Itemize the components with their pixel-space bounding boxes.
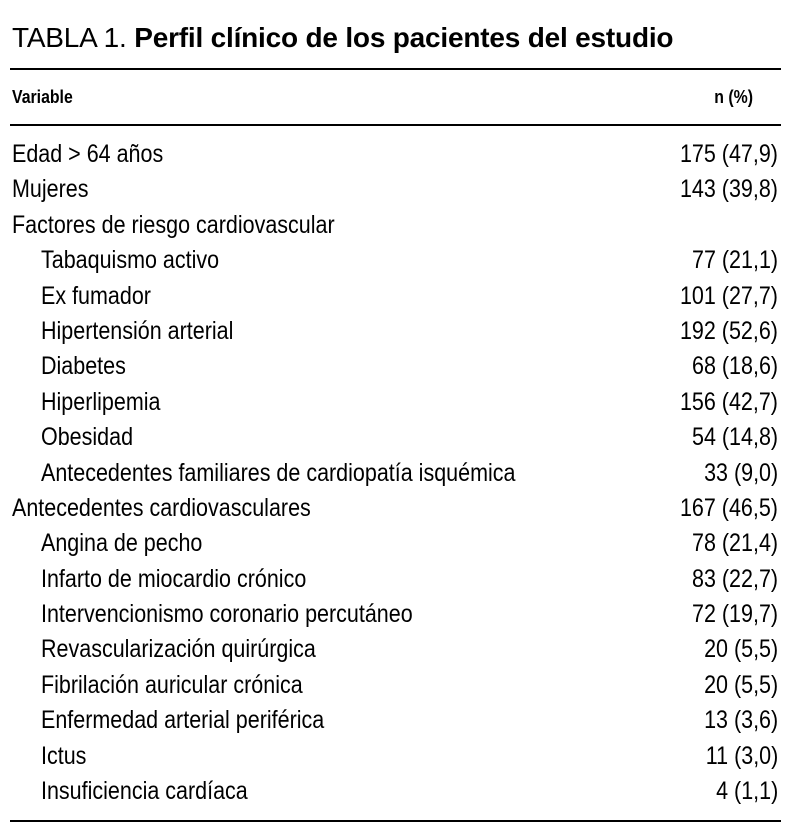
row-value: 143 (39,8) — [679, 175, 778, 204]
row-variable: Revascularización quirúrgica — [41, 635, 316, 664]
table-row: Hipertensión arterial 192 (52,6) — [12, 314, 778, 349]
table-row: Edad > 64 años 175 (47,9) — [12, 137, 778, 172]
row-variable: Edad > 64 años — [12, 140, 164, 168]
row-variable: Hipertensión arterial — [41, 316, 234, 345]
row-variable: Ictus — [41, 741, 87, 770]
table-row: Hiperlipemia 156 (42,7) — [12, 385, 778, 420]
row-value: 72 (19,7) — [691, 600, 778, 629]
row-variable: Factores de riesgo cardiovascular — [12, 210, 335, 239]
row-value: 33 (9,0) — [703, 458, 778, 487]
row-value: 77 (21,1) — [691, 246, 778, 275]
row-value: 78 (21,4) — [691, 529, 778, 558]
table-row: Revascularización quirúrgica 20 (5,5) — [12, 632, 778, 667]
header-rule — [10, 124, 781, 126]
row-value: 192 (52,6) — [679, 316, 778, 345]
row-value: 101 (27,7) — [679, 281, 778, 310]
row-variable: Obesidad — [41, 423, 134, 452]
row-value: 167 (46,5) — [679, 493, 778, 522]
row-variable: Diabetes — [41, 352, 126, 381]
row-variable: Angina de pecho — [41, 529, 203, 558]
table-row: Mujeres 143 (39,8) — [12, 172, 778, 207]
row-variable: Ex fumador — [41, 281, 151, 310]
row-variable: Fibrilación auricular crónica — [41, 670, 303, 699]
row-value: 156 (42,7) — [679, 387, 778, 416]
row-value: 54 (14,8) — [691, 423, 778, 452]
row-variable: Enfermedad arterial periférica — [41, 706, 325, 735]
header-variable: Variable — [12, 87, 73, 107]
table-row: Insuficiencia cardíaca 4 (1,1) — [12, 774, 778, 809]
row-variable: Antecedentes cardiovasculares — [12, 493, 311, 522]
table-caption: TABLA 1. Perfil clínico de los pacientes… — [12, 20, 674, 56]
row-variable: Hiperlipemia — [41, 387, 161, 416]
table-row: Ictus 11 (3,0) — [12, 739, 778, 774]
table-row-group: Antecedentes cardiovasculares 167 (46,5) — [12, 491, 778, 526]
row-variable: Antecedentes familiares de cardiopatía i… — [41, 458, 516, 487]
table-row: Diabetes 68 (18,6) — [12, 349, 778, 384]
table-row: Obesidad 54 (14,8) — [12, 420, 778, 455]
table-row: Antecedentes familiares de cardiopatía i… — [12, 456, 778, 491]
row-variable: Intervencionismo coronario percutáneo — [41, 600, 413, 629]
top-rule — [10, 68, 781, 70]
row-value: 83 (22,7) — [691, 564, 778, 593]
row-value: 175 (47,9) — [679, 140, 778, 168]
row-variable: Insuficiencia cardíaca — [41, 777, 248, 806]
row-value: 4 (1,1) — [715, 777, 778, 806]
row-value: 20 (5,5) — [703, 635, 778, 664]
table-row: Angina de pecho 78 (21,4) — [12, 526, 778, 561]
table-row: Fibrilación auricular crónica 20 (5,5) — [12, 668, 778, 703]
row-value: 68 (18,6) — [691, 352, 778, 381]
table-title: Perfil clínico de los pacientes del estu… — [134, 22, 674, 53]
header-n-percent: n (%) — [714, 87, 753, 107]
table-row: Ex fumador 101 (27,7) — [12, 279, 778, 314]
row-value: 11 (3,0) — [705, 741, 778, 770]
table-label: TABLA 1. — [12, 22, 127, 53]
row-variable: Infarto de miocardio crónico — [41, 564, 307, 593]
table-body: Edad > 64 años 175 (47,9) Mujeres 143 (3… — [12, 137, 778, 809]
row-value: 13 (3,6) — [703, 706, 778, 735]
table-row: Tabaquismo activo 77 (21,1) — [12, 243, 778, 278]
table-row: Intervencionismo coronario percutáneo 72… — [12, 597, 778, 632]
bottom-rule — [10, 820, 781, 822]
row-variable: Tabaquismo activo — [41, 246, 220, 275]
table-row-group: Factores de riesgo cardiovascular — [12, 208, 778, 243]
row-variable: Mujeres — [12, 175, 89, 204]
table-row: Infarto de miocardio crónico 83 (22,7) — [12, 562, 778, 597]
table-row: Enfermedad arterial periférica 13 (3,6) — [12, 703, 778, 738]
row-value: 20 (5,5) — [703, 670, 778, 699]
